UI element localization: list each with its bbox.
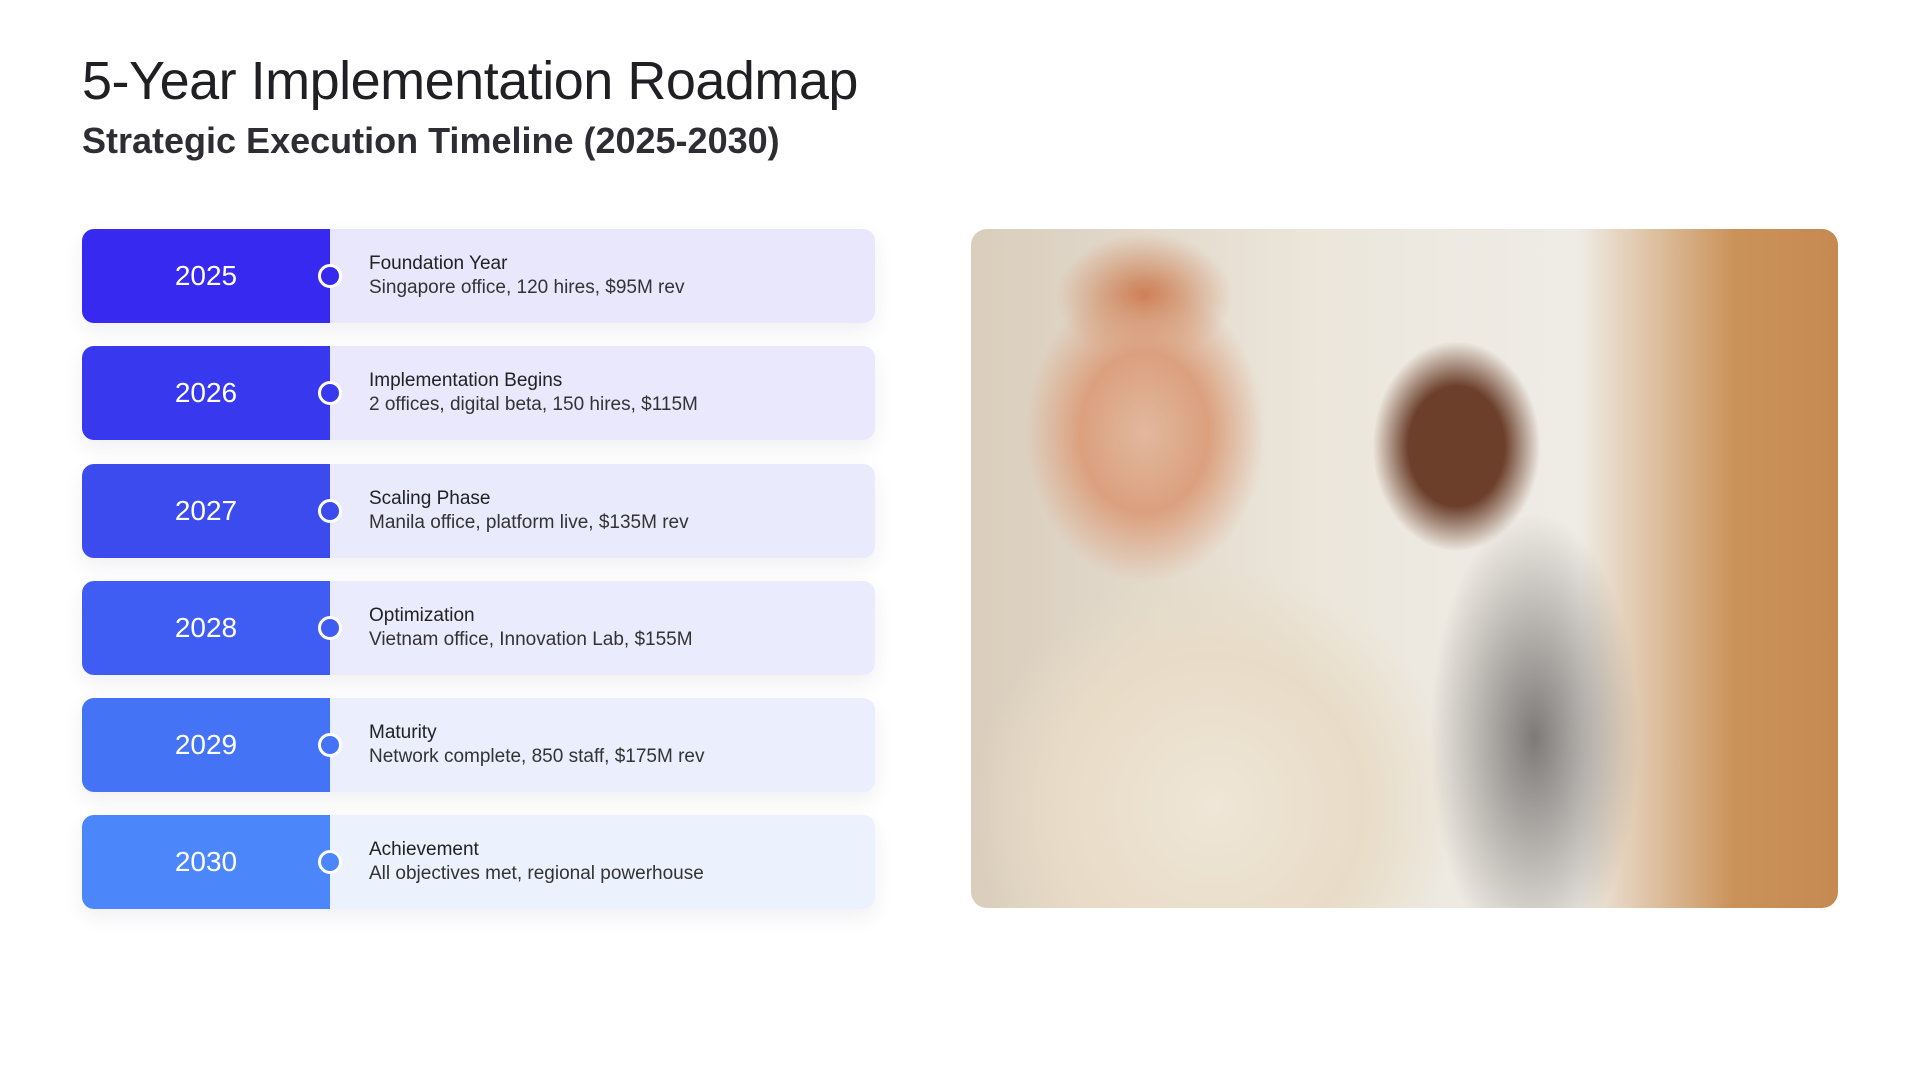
milestone-description: All objectives met, regional powerhouse [369,863,704,885]
milestone-title: Scaling Phase [369,487,491,509]
milestone-description: Singapore office, 120 hires, $95M rev [369,277,685,298]
milestone-title: Optimization [369,604,475,626]
timeline-dot-icon [318,381,342,406]
year-label: 2027 [82,463,330,558]
timeline-row: 2029 Maturity Network complete, 850 staf… [82,698,875,793]
timeline-dot-icon [318,615,342,640]
milestone-body: Foundation Year Singapore office, 120 hi… [330,229,875,323]
year-label: 2029 [82,698,330,793]
milestone-title: Implementation Begins [369,370,563,392]
milestone-body: Maturity Network complete, 850 staff, $1… [330,698,875,793]
milestone-description: Vietnam office, Innovation Lab, $155M [369,628,693,650]
milestone-description: 2 offices, digital beta, 150 hires, $115… [369,394,698,416]
milestone-title: Achievement [369,839,479,861]
milestone-body: Optimization Vietnam office, Innovation … [330,580,875,675]
timeline-dot-icon [318,498,342,523]
year-label: 2028 [82,580,330,675]
team-photo [971,229,1838,908]
timeline-dot-icon [318,850,342,875]
milestone-body: Achievement All objectives met, regional… [330,815,875,910]
timeline-row: 2027 Scaling Phase Manila office, platfo… [82,463,875,558]
timeline-row: 2025 Foundation Year Singapore office, 1… [82,229,875,323]
milestone-description: Network complete, 850 staff, $175M rev [369,746,705,768]
timeline-row: 2028 Optimization Vietnam office, Innova… [82,580,875,675]
timeline-dot-icon [318,733,342,758]
milestone-body: Scaling Phase Manila office, platform li… [330,463,875,558]
milestone-title: Foundation Year [369,253,508,274]
milestone-title: Maturity [369,722,437,744]
milestone-description: Manila office, platform live, $135M rev [369,511,689,533]
milestone-body: Implementation Begins 2 offices, digital… [330,346,875,441]
roadmap-timeline: 2025 Foundation Year Singapore office, 1… [82,229,875,933]
page-subtitle: Strategic Execution Timeline (2025-2030) [82,120,780,161]
year-label: 2025 [82,229,330,323]
timeline-row: 2026 Implementation Begins 2 offices, di… [82,346,875,441]
year-label: 2030 [82,815,330,910]
page-title: 5-Year Implementation Roadmap [82,51,858,111]
timeline-dot-icon [318,264,342,288]
timeline-row: 2030 Achievement All objectives met, reg… [82,815,875,910]
year-label: 2026 [82,346,330,441]
